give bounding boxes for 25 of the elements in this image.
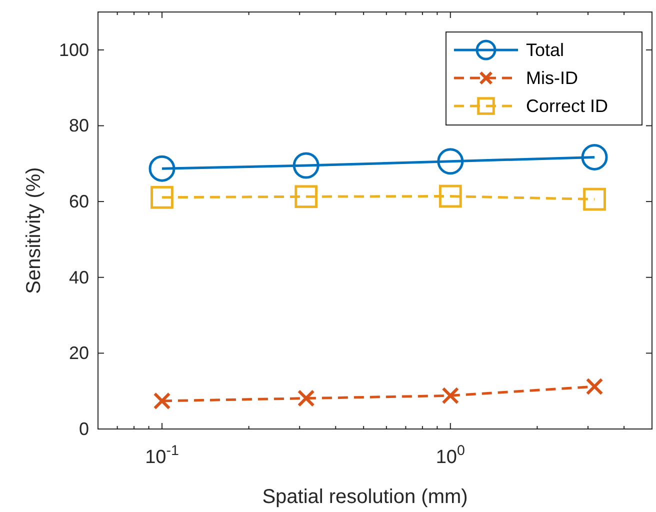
y-tick-label: 60 <box>68 192 89 212</box>
x-tick-label: 10$^{0}$ <box>436 443 466 468</box>
point <box>150 186 174 209</box>
point <box>153 392 171 410</box>
y-tick-label: 100 <box>58 40 89 60</box>
point <box>442 386 460 404</box>
point <box>292 152 320 179</box>
point <box>297 390 315 407</box>
y-tick-label: 80 <box>68 116 89 136</box>
point <box>586 378 604 396</box>
y-tick-label: 20 <box>68 343 89 364</box>
point <box>438 184 462 208</box>
x-tick-label: 10$^{-1}$ <box>145 443 179 468</box>
x-axis-title: Spatial resolution (mm) <box>262 486 468 508</box>
point <box>437 148 464 175</box>
legend-label: Mis-ID <box>526 68 578 88</box>
y-axis-title: Sensitivity (%) <box>23 167 45 294</box>
legend-label: Correct ID <box>526 96 608 116</box>
point <box>294 185 318 208</box>
y-tick-label: 40 <box>68 267 89 288</box>
point <box>148 155 176 182</box>
legend-label: Total <box>526 40 564 60</box>
y-tick-label: 0 <box>78 419 89 439</box>
point <box>581 144 608 170</box>
point <box>583 188 606 211</box>
